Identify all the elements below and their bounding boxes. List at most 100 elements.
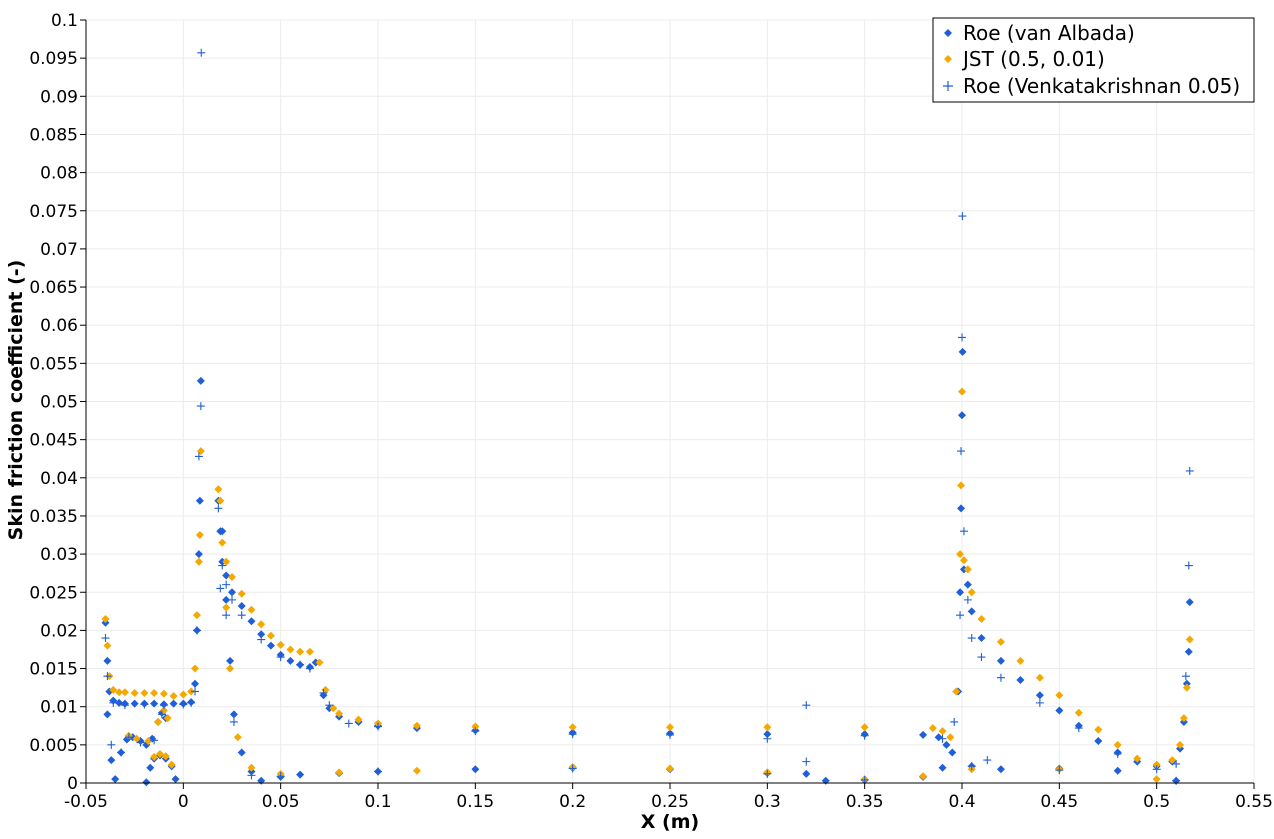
data-point (214, 504, 223, 513)
data-point (996, 673, 1005, 682)
legend-marker-roe-van-albada (944, 29, 952, 37)
series-2 (101, 48, 1194, 785)
data-point (107, 756, 116, 765)
data-point (919, 772, 928, 781)
data-point (1176, 740, 1185, 749)
data-point (1185, 635, 1194, 644)
data-point (860, 723, 869, 732)
data-point (1152, 775, 1161, 784)
data-point (103, 672, 112, 681)
data-point (103, 656, 112, 665)
data-point (412, 721, 421, 730)
data-point (216, 496, 225, 505)
data-point (977, 634, 986, 643)
data-point (763, 769, 772, 778)
y-tick-label: 0 (67, 774, 78, 794)
series-0 (101, 347, 1194, 787)
data-point (150, 736, 159, 745)
data-point (161, 752, 170, 761)
x-axis-title: X (m) (641, 811, 699, 833)
data-point (120, 701, 129, 710)
data-point (802, 769, 811, 778)
data-point (222, 580, 231, 589)
data-point (196, 376, 205, 385)
y-tick-label: 0.01 (40, 698, 78, 718)
data-point (963, 595, 972, 604)
data-point (237, 748, 246, 757)
data-point (374, 722, 382, 731)
data-point (938, 734, 947, 743)
data-point (247, 771, 256, 780)
x-tick-label: -0.05 (64, 792, 108, 812)
data-point (977, 614, 986, 623)
data-point (1185, 466, 1194, 475)
data-point (130, 699, 139, 708)
data-point (266, 641, 275, 650)
data-point (1035, 698, 1044, 707)
data-point (958, 387, 966, 396)
data-point (967, 634, 976, 643)
x-tick-label: 0.25 (651, 792, 689, 812)
data-point (192, 611, 201, 620)
data-point (296, 647, 305, 656)
data-point (167, 760, 176, 769)
data-point (1016, 656, 1025, 665)
data-point (286, 645, 295, 654)
data-point (216, 584, 225, 593)
data-point (222, 571, 231, 580)
data-point (952, 687, 961, 696)
data-point (237, 611, 246, 620)
data-point (237, 601, 246, 610)
data-point (257, 630, 266, 639)
y-tick-label: 0.065 (29, 278, 78, 298)
axes (80, 19, 1255, 789)
data-point (103, 641, 112, 650)
data-point (1172, 776, 1181, 785)
data-point (956, 588, 965, 597)
data-point (1184, 561, 1193, 570)
data-point (963, 565, 972, 574)
y-tick-label: 0.005 (29, 736, 78, 756)
data-point (802, 701, 811, 710)
y-tick-label: 0.09 (40, 87, 78, 107)
data-point (666, 764, 674, 773)
data-point (142, 778, 151, 787)
data-point (958, 347, 967, 356)
data-point (958, 333, 966, 342)
data-point (195, 496, 204, 505)
data-point (159, 701, 168, 710)
data-point (144, 737, 153, 746)
data-point (171, 775, 180, 784)
data-point (103, 710, 112, 719)
data-point (218, 538, 227, 547)
data-point (150, 753, 159, 762)
legend: Roe (van Albada) JST (0.5, 0.01) Roe (Ve… (932, 17, 1255, 103)
data-point (471, 722, 480, 731)
data-point (247, 763, 256, 772)
data-point (191, 679, 200, 688)
data-point (471, 727, 480, 736)
data-point (226, 656, 235, 665)
data-point (222, 557, 231, 566)
y-tick-label: 0.055 (29, 354, 78, 374)
data-point (1055, 691, 1064, 700)
data-point (958, 212, 967, 221)
y-tick-label: 0.035 (29, 507, 78, 527)
data-point (959, 556, 968, 565)
data-point (967, 588, 976, 597)
data-point (1181, 672, 1190, 681)
y-tick-label: 0.07 (40, 240, 78, 260)
data-point (996, 765, 1005, 774)
data-point (959, 527, 968, 536)
tick-labels: -0.05 0 0.05 0.1 0.15 0.2 0.25 0.3 0.35 0.4 0.45 0.… (29, 11, 1273, 812)
data-point (305, 647, 314, 656)
data-point (140, 688, 149, 697)
gridlines (85, 19, 1255, 784)
data-point (233, 733, 242, 742)
y-tick-label: 0.045 (29, 431, 78, 451)
data-point (229, 710, 238, 719)
data-point (155, 750, 164, 759)
data-point (335, 709, 344, 718)
data-point (247, 617, 256, 626)
y-tick-label: 0.03 (40, 545, 78, 565)
